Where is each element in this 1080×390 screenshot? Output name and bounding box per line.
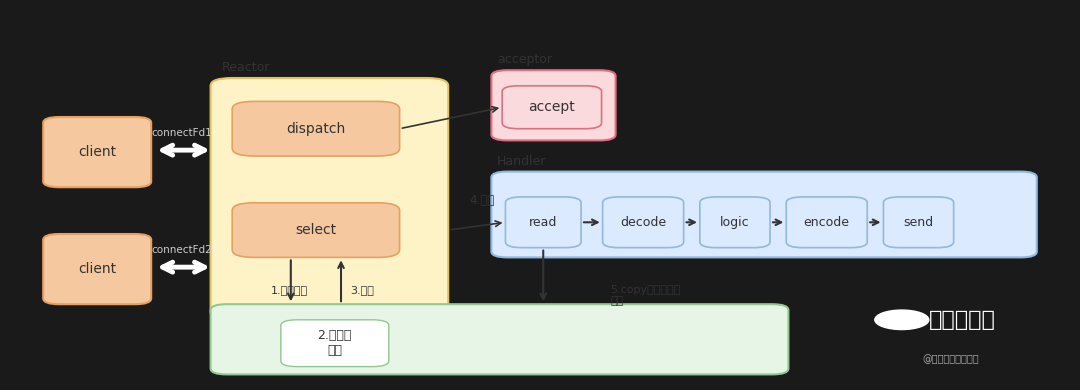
Text: encode: encode — [804, 216, 850, 229]
FancyBboxPatch shape — [43, 234, 151, 304]
Text: client: client — [78, 262, 117, 276]
Circle shape — [875, 310, 929, 330]
Text: 4.分发: 4.分发 — [470, 194, 495, 207]
Text: @揈土掘金技术社区: @揈土掘金技术社区 — [922, 354, 978, 364]
Text: decode: decode — [620, 216, 666, 229]
Text: client: client — [78, 145, 117, 159]
Text: read: read — [529, 216, 557, 229]
Text: logic: logic — [720, 216, 750, 229]
Text: Handler: Handler — [497, 155, 546, 168]
FancyBboxPatch shape — [211, 78, 448, 320]
Text: 1.封阅监听: 1.封阅监听 — [271, 285, 308, 295]
FancyBboxPatch shape — [505, 197, 581, 248]
FancyBboxPatch shape — [232, 203, 400, 257]
FancyBboxPatch shape — [502, 86, 602, 129]
FancyBboxPatch shape — [786, 197, 867, 248]
FancyBboxPatch shape — [603, 197, 684, 248]
FancyBboxPatch shape — [700, 197, 770, 248]
Text: 方丈的寺院: 方丈的寺院 — [929, 310, 996, 330]
Text: dispatch: dispatch — [286, 122, 346, 136]
FancyBboxPatch shape — [232, 101, 400, 156]
Text: accept: accept — [528, 100, 576, 114]
FancyBboxPatch shape — [211, 304, 788, 374]
Text: 3.通知: 3.通知 — [350, 285, 374, 295]
Text: select: select — [295, 223, 337, 237]
Text: 2.数据准
备好: 2.数据准 备好 — [318, 329, 352, 357]
Text: Reactor: Reactor — [221, 61, 270, 74]
FancyBboxPatch shape — [883, 197, 954, 248]
Text: acceptor: acceptor — [497, 53, 552, 66]
Text: 5.copy数据到应用
程序: 5.copy数据到应用 程序 — [610, 285, 680, 306]
FancyBboxPatch shape — [491, 172, 1037, 257]
Text: send: send — [904, 216, 933, 229]
FancyBboxPatch shape — [491, 70, 616, 140]
Text: connectFd1: connectFd1 — [151, 128, 212, 138]
FancyBboxPatch shape — [281, 320, 389, 367]
Text: connectFd2: connectFd2 — [151, 245, 212, 255]
FancyBboxPatch shape — [43, 117, 151, 187]
